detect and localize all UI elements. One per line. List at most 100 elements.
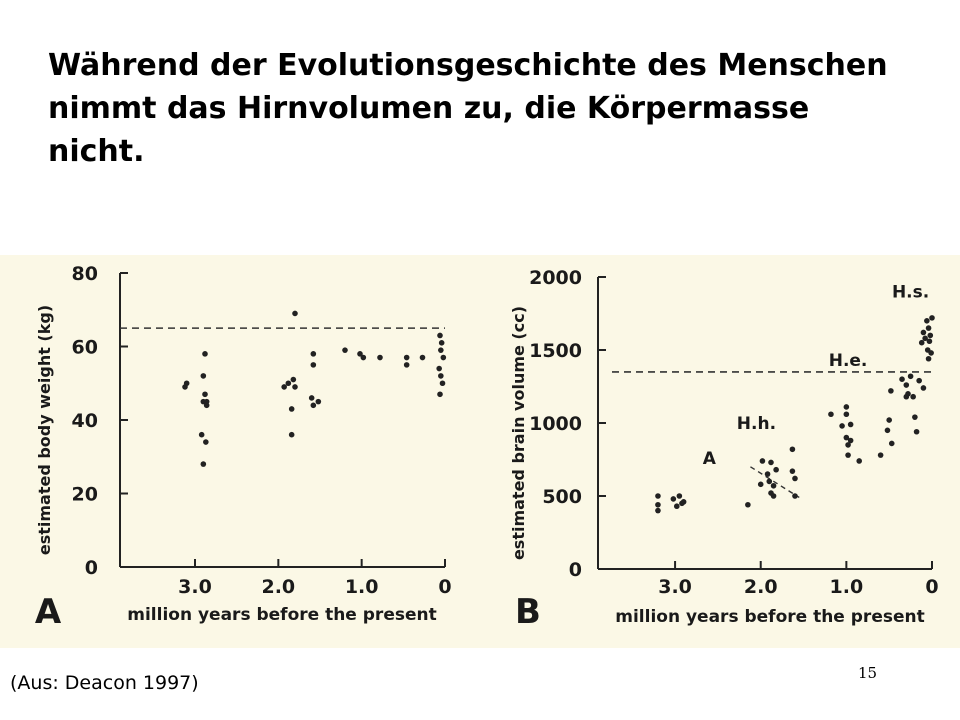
data-point <box>845 452 851 458</box>
data-point <box>281 384 287 390</box>
y-tick-label: 1500 <box>529 340 582 362</box>
data-point <box>856 458 863 464</box>
data-point <box>928 350 934 356</box>
data-point <box>655 493 661 499</box>
data-point <box>759 458 766 464</box>
data-point <box>886 417 892 423</box>
data-point <box>315 398 322 405</box>
data-point <box>828 411 834 418</box>
data-point <box>308 395 315 401</box>
data-point <box>203 398 210 405</box>
data-point <box>918 339 925 346</box>
data-point <box>903 382 910 388</box>
data-point <box>925 325 932 331</box>
panel-label: A <box>35 592 62 632</box>
y-tick-label: 20 <box>72 484 98 506</box>
data-point <box>847 421 854 428</box>
data-point <box>202 351 208 357</box>
data-point <box>403 354 410 361</box>
y-tick-label: 500 <box>542 486 582 508</box>
data-point <box>285 380 292 387</box>
y-axis-label: estimated body weight (kg) <box>35 305 54 555</box>
data-point <box>920 385 927 391</box>
y-tick-label: 0 <box>569 559 582 581</box>
data-point <box>680 499 687 505</box>
annotation-label: H.h. <box>737 414 776 434</box>
data-point <box>884 427 891 434</box>
data-point <box>792 475 798 482</box>
data-point <box>773 466 779 473</box>
data-point <box>203 439 209 445</box>
data-point <box>912 414 918 420</box>
data-point <box>768 459 774 466</box>
data-point <box>839 423 845 429</box>
data-point <box>888 388 894 394</box>
data-point <box>789 446 796 453</box>
data-point <box>766 478 773 485</box>
data-point <box>290 376 297 383</box>
y-tick-label: 0 <box>85 557 98 579</box>
data-point <box>907 373 914 380</box>
data-point <box>673 503 680 510</box>
x-tick-label: 3.0 <box>658 576 692 598</box>
data-point <box>745 501 751 508</box>
data-point <box>440 354 447 361</box>
x-tick-label: 2.0 <box>744 576 778 598</box>
y-tick-label: 40 <box>72 410 98 432</box>
slide-title: Während der Evolutionsgeschichte des Men… <box>48 48 888 169</box>
annotation-label: A <box>703 449 717 469</box>
data-point <box>292 310 298 317</box>
data-point <box>292 384 298 390</box>
data-point <box>670 496 677 502</box>
x-tick-label: 3.0 <box>178 576 212 598</box>
y-axis-label: estimated brain volume (cc) <box>509 306 528 560</box>
data-point <box>310 351 317 357</box>
data-point <box>202 391 208 398</box>
data-point <box>913 428 920 435</box>
x-tick-label: 0 <box>438 576 451 598</box>
data-point <box>792 493 798 499</box>
x-tick-label: 0 <box>925 576 938 598</box>
x-tick-label: 2.0 <box>261 576 295 598</box>
x-tick-label: 1.0 <box>345 576 379 598</box>
data-point <box>655 507 661 514</box>
data-point <box>916 377 922 384</box>
data-point <box>845 442 851 448</box>
data-point <box>843 434 850 441</box>
annotation-label: H.e. <box>829 351 868 371</box>
data-point <box>288 406 295 412</box>
data-point <box>843 404 850 410</box>
x-axis-label: million years before the present <box>127 605 436 625</box>
data-point <box>200 461 207 467</box>
data-point <box>200 373 207 379</box>
data-point <box>676 493 683 499</box>
data-point <box>377 354 383 361</box>
data-point <box>310 362 317 368</box>
data-point <box>360 354 367 361</box>
data-point <box>438 340 445 346</box>
data-point <box>357 351 363 357</box>
data-point <box>439 380 446 387</box>
data-point <box>920 329 927 336</box>
data-point <box>655 501 661 508</box>
data-point <box>438 373 444 379</box>
figure-panel: 0 20 40 60 80 3.0 2.0 1.0 0 million years before … <box>0 255 960 648</box>
source-caption: (Aus: Deacon 1997) <box>10 672 199 694</box>
data-point <box>922 335 928 342</box>
data-point <box>437 391 443 398</box>
page-number: 15 <box>858 664 878 682</box>
data-point <box>927 332 934 339</box>
data-point <box>847 437 854 444</box>
data-point <box>419 354 426 361</box>
data-point <box>877 452 884 458</box>
data-point <box>925 355 932 362</box>
data-point <box>183 380 190 387</box>
data-point <box>905 391 911 397</box>
data-point <box>764 471 771 477</box>
data-point <box>403 362 410 368</box>
y-tick-label: 60 <box>72 337 98 359</box>
data-point <box>888 440 895 447</box>
data-point <box>437 332 443 339</box>
data-point <box>910 393 916 400</box>
